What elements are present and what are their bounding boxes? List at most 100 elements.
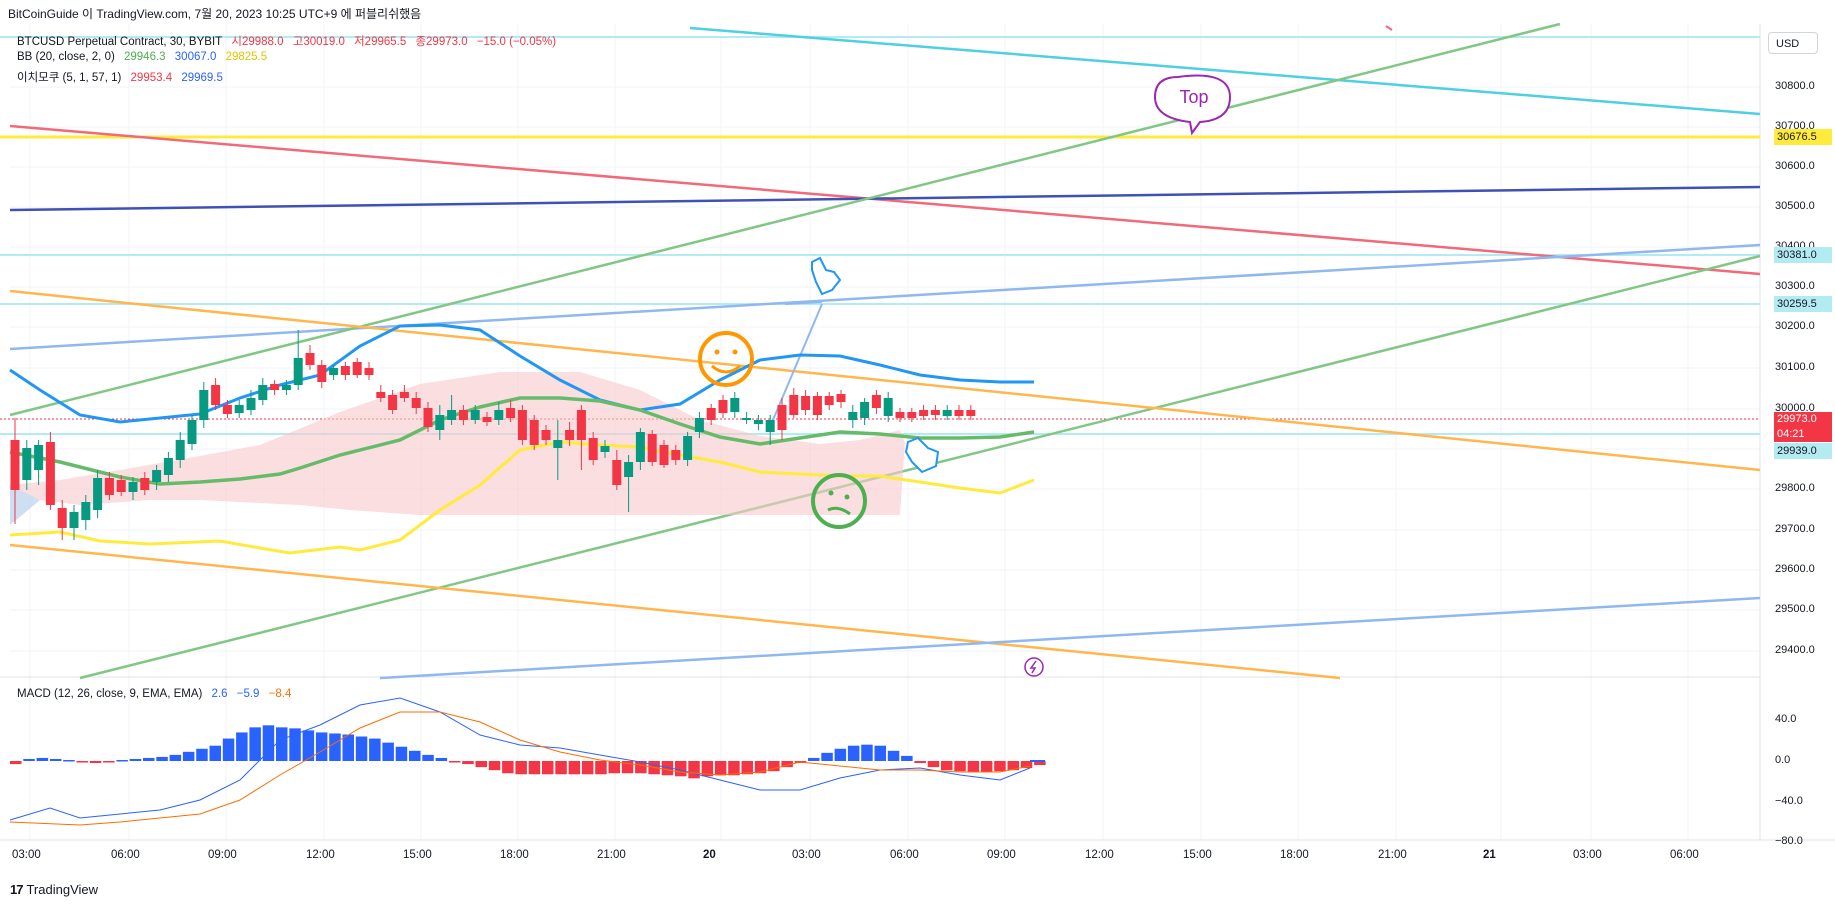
ichimoku-legend[interactable]: 이치모쿠 (5, 1, 57, 1) 29953.4 29969.5 — [17, 69, 229, 85]
candle-body — [22, 448, 32, 480]
macd-histogram-bar — [608, 761, 620, 774]
macd-histogram-bar — [76, 761, 88, 763]
candle-body — [529, 420, 539, 445]
macd-histogram-bar — [209, 745, 221, 761]
candle-body — [671, 450, 681, 460]
candle-body — [907, 412, 917, 418]
price-tick: 30000.0 — [1775, 402, 1815, 414]
candle-body — [789, 395, 799, 415]
candle-body — [435, 415, 445, 430]
arrow-stem — [784, 301, 823, 305]
symbol-title[interactable]: BTCUSD Perpetual Contract, 30, BYBIT — [17, 36, 223, 48]
candle-body — [612, 460, 622, 485]
candle-body — [659, 445, 669, 465]
pointing-hand-icon — [811, 256, 842, 296]
candle-body — [234, 405, 244, 413]
macd-histogram-bar — [143, 757, 155, 761]
candle-body — [588, 438, 598, 460]
bb-basis-value: 29946.3 — [124, 51, 166, 63]
macd-histogram-bar — [116, 759, 128, 762]
macd-histogram-bar — [103, 761, 115, 763]
time-tick: 12:00 — [306, 849, 335, 861]
macd-histogram-bar — [581, 761, 594, 775]
price-tick: 30600.0 — [1775, 160, 1815, 172]
candle-body — [966, 410, 976, 416]
macd-histogram-bar — [661, 761, 674, 776]
candle-body — [69, 512, 79, 528]
macd-histogram-bar — [196, 748, 208, 761]
price-tick: 30800.0 — [1775, 80, 1815, 92]
candle-body — [388, 395, 398, 410]
macd-histogram-bar — [302, 730, 315, 761]
macd-histogram-bar — [621, 761, 634, 774]
macd-legend[interactable]: MACD (12, 26, close, 9, EMA, EMA) 2.6 −5… — [17, 688, 297, 700]
time-tick: 03:00 — [1573, 849, 1602, 861]
last-price: 29973.0 — [1777, 413, 1817, 425]
macd-histogram-bar — [1007, 761, 1019, 771]
bar-countdown: 04:21 — [1777, 428, 1805, 440]
macd-histogram-bar — [249, 727, 261, 761]
tradingview-brand[interactable]: 17 TradingView — [10, 882, 98, 897]
candle-body — [175, 440, 185, 460]
candle-body — [883, 398, 893, 416]
candle-body — [222, 405, 232, 414]
macd-histogram-bar — [980, 761, 993, 773]
macd-histogram-bar — [901, 755, 913, 761]
macd-tick: 0.0 — [1775, 754, 1791, 766]
time-tick: 21:00 — [597, 849, 626, 861]
candle-body — [317, 365, 327, 382]
ichimoku-label: 이치모쿠 (5, 1, 57, 1) — [17, 72, 122, 84]
bb-upper-line — [9, 323, 1034, 424]
macd-histogram-bar — [635, 761, 647, 774]
candle-body — [919, 410, 929, 416]
candle-body — [352, 362, 362, 375]
time-tick: 06:00 — [111, 849, 140, 861]
time-tick: 09:00 — [987, 849, 1016, 861]
macd-histogram-bar — [422, 754, 434, 761]
time-tick: 20 — [703, 849, 716, 861]
candle-body — [765, 420, 775, 432]
time-tick: 06:00 — [890, 849, 919, 861]
tradingview-logo-icon: 17 — [10, 882, 24, 897]
bb-lower-line — [9, 440, 1035, 555]
candle-body — [871, 395, 881, 408]
time-tick: 21:00 — [1378, 849, 1407, 861]
macd-histogram-bar — [89, 761, 102, 764]
candle-body — [517, 410, 527, 440]
macd-histogram-bar — [994, 761, 1006, 772]
candle-body — [494, 410, 504, 420]
bb-upper-value: 30067.0 — [174, 51, 217, 63]
macd-macd-value: −5.9 — [236, 688, 260, 700]
brand-text: TradingView — [26, 882, 99, 897]
candle-body — [45, 442, 55, 505]
macd-histogram-bar — [941, 761, 953, 771]
candle-body — [624, 462, 634, 477]
smiley-eye — [732, 349, 738, 355]
trendline-navy — [9, 185, 1761, 212]
currency-button[interactable]: USD — [1768, 32, 1818, 54]
macd-signal-line — [9, 711, 1031, 826]
time-tick: 18:00 — [500, 849, 529, 861]
candle-body — [140, 478, 150, 490]
macd-histogram-bar — [342, 734, 354, 761]
lightning-event-icon — [1024, 657, 1044, 677]
price-tick: 30500.0 — [1775, 200, 1815, 212]
price-tick: 29400.0 — [1775, 644, 1815, 656]
macd-histogram-bar — [156, 756, 168, 761]
macd-histogram-bar — [821, 752, 833, 761]
candle-body — [305, 353, 315, 365]
bb-legend[interactable]: BB (20, close, 2, 0) 29946.3 30067.0 298… — [17, 51, 273, 63]
candle-body — [930, 410, 940, 415]
macd-histogram-bar — [448, 761, 461, 763]
macd-histogram-bar — [382, 742, 394, 761]
macd-histogram-bar — [595, 761, 607, 775]
macd-histogram-bar — [262, 725, 275, 761]
macd-histogram-bar — [861, 744, 873, 761]
ohlc-open: 시29988.0 — [231, 36, 284, 48]
smiley-eye — [714, 349, 720, 355]
trendline-lightblue-upper — [9, 243, 1761, 351]
macd-histogram-bar — [462, 761, 474, 765]
candle-body — [777, 405, 787, 430]
publish-header: BitCoinGuide 이 TradingView.com, 7월 20, 2… — [8, 7, 422, 21]
